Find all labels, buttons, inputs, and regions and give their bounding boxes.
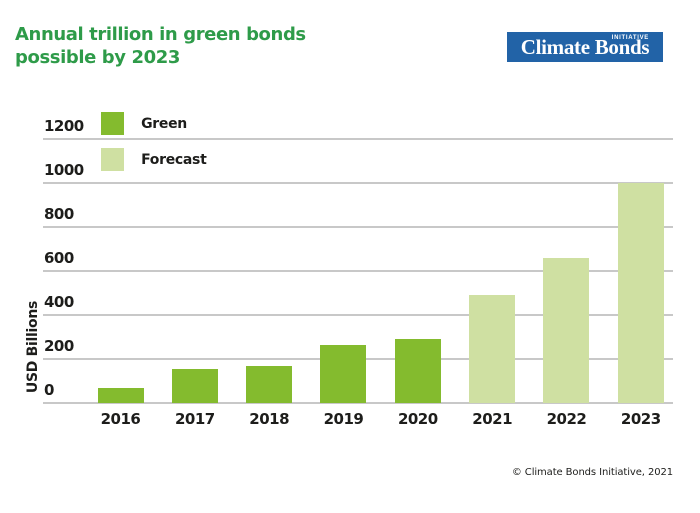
chart-title-line1: Annual trillion in green bonds <box>15 24 306 45</box>
gridline-600 <box>43 270 673 272</box>
x-tick-label-2018: 2018 <box>249 410 290 428</box>
logo-text: Climate Bonds <box>520 35 650 59</box>
bar-2022 <box>543 257 590 403</box>
x-tick-label-2023: 2023 <box>620 410 661 428</box>
legend-label-forecast: Forecast <box>141 151 207 168</box>
y-tick-label-0: 0 <box>44 381 54 399</box>
y-tick-label-600: 600 <box>44 249 74 267</box>
legend-item-green: Green <box>101 112 187 135</box>
bar-2016 <box>97 387 144 403</box>
gridline-800 <box>43 226 673 228</box>
y-tick-label-200: 200 <box>44 337 74 355</box>
forecast-swatch-icon <box>101 148 124 171</box>
bar-2020 <box>394 339 441 403</box>
logo-initiative-text: INITIATIVE <box>611 35 649 41</box>
y-axis-title: USD Billions <box>25 300 41 394</box>
gridline-400 <box>43 314 673 316</box>
bar-2021 <box>469 295 516 403</box>
x-tick-label-2019: 2019 <box>323 410 364 428</box>
green-swatch-icon <box>101 112 124 135</box>
legend-item-forecast: Forecast <box>101 148 207 171</box>
x-tick-label-2016: 2016 <box>100 410 141 428</box>
chart-title-line2: possible by 2023 <box>15 46 180 68</box>
gridline-1200 <box>43 138 673 140</box>
y-tick-label-800: 800 <box>44 205 74 223</box>
x-tick-label-2022: 2022 <box>546 410 587 428</box>
x-tick-label-2017: 2017 <box>174 410 215 428</box>
chart-title: Annual trillion in green bonds possible … <box>15 24 306 69</box>
x-tick-label-2021: 2021 <box>472 410 513 428</box>
bar-2018 <box>246 365 293 403</box>
y-tick-label-400: 400 <box>44 293 74 311</box>
copyright: © Climate Bonds Initiative, 2021 <box>511 467 673 478</box>
climate-bonds-logo: INITIATIVE Climate Bonds <box>507 32 663 62</box>
bar-2019 <box>320 344 367 403</box>
gridline-0 <box>43 402 673 404</box>
x-tick-label-2020: 2020 <box>397 410 438 428</box>
bar-2023 <box>617 183 664 403</box>
y-tick-label-1000: 1000 <box>44 161 84 179</box>
y-tick-label-1200: 1200 <box>44 117 84 135</box>
gridline-1000 <box>43 182 673 184</box>
legend-label-green: Green <box>141 115 187 132</box>
bar-2017 <box>171 368 218 403</box>
